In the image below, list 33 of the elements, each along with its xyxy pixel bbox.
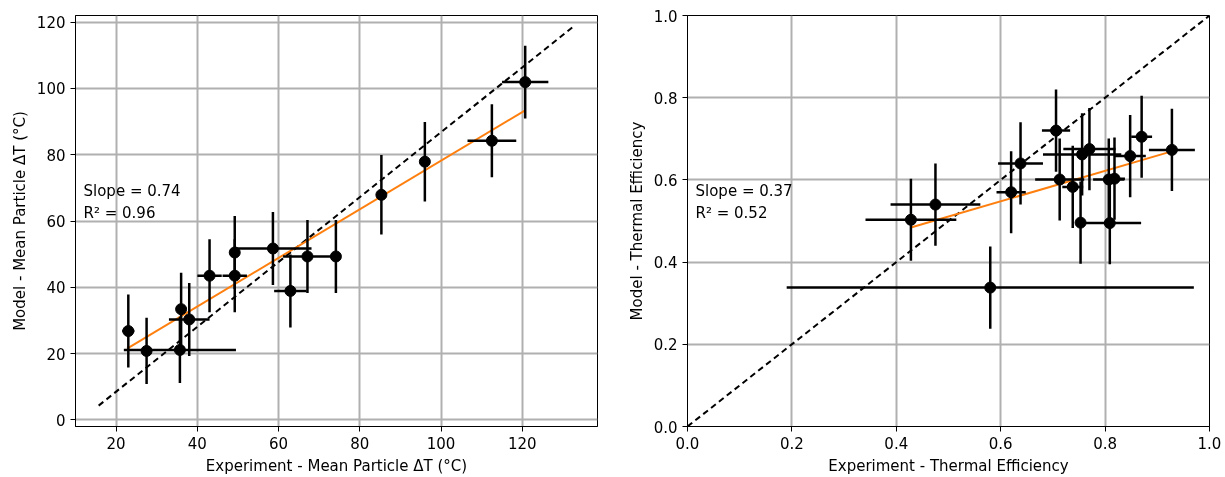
y-tick-label: 0.0 <box>653 418 678 437</box>
x-tick-label: 100 <box>426 434 456 453</box>
annotation: R² = 0.52 <box>695 203 768 222</box>
x-tick-label: 1.0 <box>1197 434 1222 453</box>
x-tick-label: 0.8 <box>1093 434 1118 453</box>
y-tick-label: 1.0 <box>653 7 678 26</box>
y-tick-label: 40 <box>46 279 66 298</box>
x-tick-label: 40 <box>187 434 207 453</box>
x-tick-label: 60 <box>269 434 289 453</box>
x-tick-label: 20 <box>106 434 126 453</box>
y-axis-title: Model - Thermal Efficiency <box>627 121 646 321</box>
y-tick-label: 0.8 <box>653 89 678 108</box>
y-tick-label: 80 <box>46 146 66 165</box>
x-tick-label: 0.0 <box>675 434 700 453</box>
y-tick-label: 60 <box>46 213 66 231</box>
y-tick-label: 120 <box>36 14 66 33</box>
x-tick-label: 0.6 <box>988 434 1013 453</box>
annotation: Slope = 0.74 <box>83 181 181 200</box>
x-tick-label: 120 <box>508 434 537 453</box>
y-axis-title: Model - Mean Particle ΔT (°C) <box>10 111 29 331</box>
x-tick-label: 0.4 <box>884 434 909 453</box>
y-tick-label: 0 <box>55 411 66 430</box>
y-tick-label: 100 <box>36 80 66 99</box>
x-tick-label: 0.2 <box>779 434 804 453</box>
annotation: Slope = 0.37 <box>695 181 793 200</box>
x-axis-title: Experiment - Thermal Efficiency <box>828 456 1069 475</box>
y-tick-label: 0.4 <box>653 254 678 273</box>
y-tick-label: 0.2 <box>653 336 678 355</box>
y-tick-label: 20 <box>46 345 66 364</box>
y-tick-label: 0.6 <box>653 171 678 190</box>
x-axis-title: Experiment - Mean Particle ΔT (°C) <box>205 456 468 475</box>
x-tick-label: 80 <box>350 434 370 453</box>
annotation: R² = 0.96 <box>83 203 156 222</box>
